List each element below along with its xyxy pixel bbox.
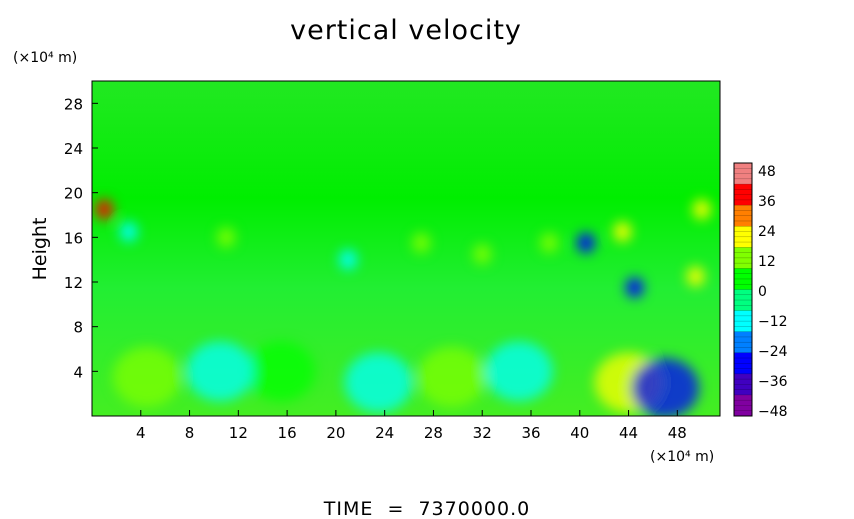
colorbar-tick-label: 48 [758, 164, 776, 180]
y-axis-label: Height [29, 218, 51, 281]
colorbar-bin [734, 394, 752, 417]
heatmap-cell-13 [613, 221, 632, 242]
colorbar-bin [734, 331, 752, 354]
x-tick-label: 40 [570, 424, 589, 442]
colorbar-tick-label: −48 [758, 404, 788, 420]
colorbar-tick-label: 36 [758, 194, 776, 210]
x-tick-label: 20 [326, 424, 345, 442]
colorbar-bin [734, 163, 752, 185]
x-tick-label: 12 [229, 424, 248, 442]
heatmap-cell-7 [484, 341, 553, 402]
heatmap-cell-15 [217, 227, 236, 248]
heatmap-cell-11 [625, 277, 644, 298]
y-tick-label: 4 [73, 363, 83, 381]
x-axis-unit: (×10⁴ m) [650, 449, 714, 465]
colorbar: 48 36 24 12 0 −12 −24 −36 −48 [733, 162, 788, 420]
heatmap-cell-18 [339, 249, 358, 270]
colorbar-bin [734, 205, 752, 227]
heatmap-field [92, 81, 720, 416]
y-tick-label: 8 [73, 319, 83, 337]
x-tick-label: 16 [278, 424, 297, 442]
x-tick-label: 36 [521, 424, 540, 442]
colorbar-bin [734, 352, 752, 375]
colorbar-bin [734, 373, 752, 396]
chart-title: vertical velocity [290, 15, 522, 46]
colorbar-tick-label: 0 [758, 284, 767, 300]
heatmap-cell-20 [473, 244, 492, 265]
heatmap-cell-6 [344, 352, 413, 413]
heatmap-cell-1 [112, 346, 181, 407]
x-tick-label: 8 [185, 424, 195, 442]
colorbar-bin [734, 268, 752, 290]
heatmap-cell-19 [119, 221, 138, 242]
y-axis: 4 8 12 16 20 24 28 [64, 95, 98, 381]
x-tick-label: 24 [375, 424, 394, 442]
heatmap-cell-9 [95, 199, 114, 220]
colorbar-tick-label: 24 [758, 224, 776, 240]
heatmap-cell-2 [247, 341, 316, 402]
colorbar-bin [734, 247, 752, 269]
x-tick-label: 4 [136, 424, 146, 442]
heatmap-cell-12 [692, 199, 711, 220]
y-tick-label: 12 [64, 274, 83, 292]
colorbar-bin [734, 289, 752, 311]
colorbar-tick-label: −24 [758, 344, 788, 360]
colorbar-tick-label: −36 [758, 374, 788, 390]
x-tick-label: 28 [424, 424, 443, 442]
colorbar-bin [734, 310, 752, 332]
heatmap-cell-3 [417, 346, 486, 407]
y-axis-unit: (×10⁴ m) [13, 50, 77, 66]
colorbar-bin [734, 226, 752, 248]
heatmap-cell-10 [576, 232, 595, 253]
heatmap-cell-16 [412, 232, 431, 253]
x-tick-label: 48 [668, 424, 687, 442]
time-label: TIME = 7370000.0 [323, 498, 530, 519]
colorbar-tick-label: −12 [758, 314, 788, 330]
colorbar-bin [734, 184, 752, 206]
y-tick-label: 28 [64, 95, 83, 113]
heatmap-cell-17 [540, 232, 559, 253]
colorbar-tick-label: 12 [758, 254, 776, 270]
x-tick-label: 44 [619, 424, 638, 442]
x-axis: 4 8 12 16 20 24 28 32 36 40 44 48 [136, 410, 687, 442]
heatmap-cell-5 [186, 341, 255, 402]
y-tick-label: 20 [64, 185, 83, 203]
plot-frame [91, 80, 721, 417]
heatmap-cell-14 [686, 266, 705, 287]
colorbar-frame [733, 162, 753, 417]
y-tick-label: 24 [64, 140, 83, 158]
heatmap-cell-8 [631, 358, 700, 416]
x-tick-label: 32 [473, 424, 492, 442]
y-tick-label: 16 [64, 229, 83, 247]
